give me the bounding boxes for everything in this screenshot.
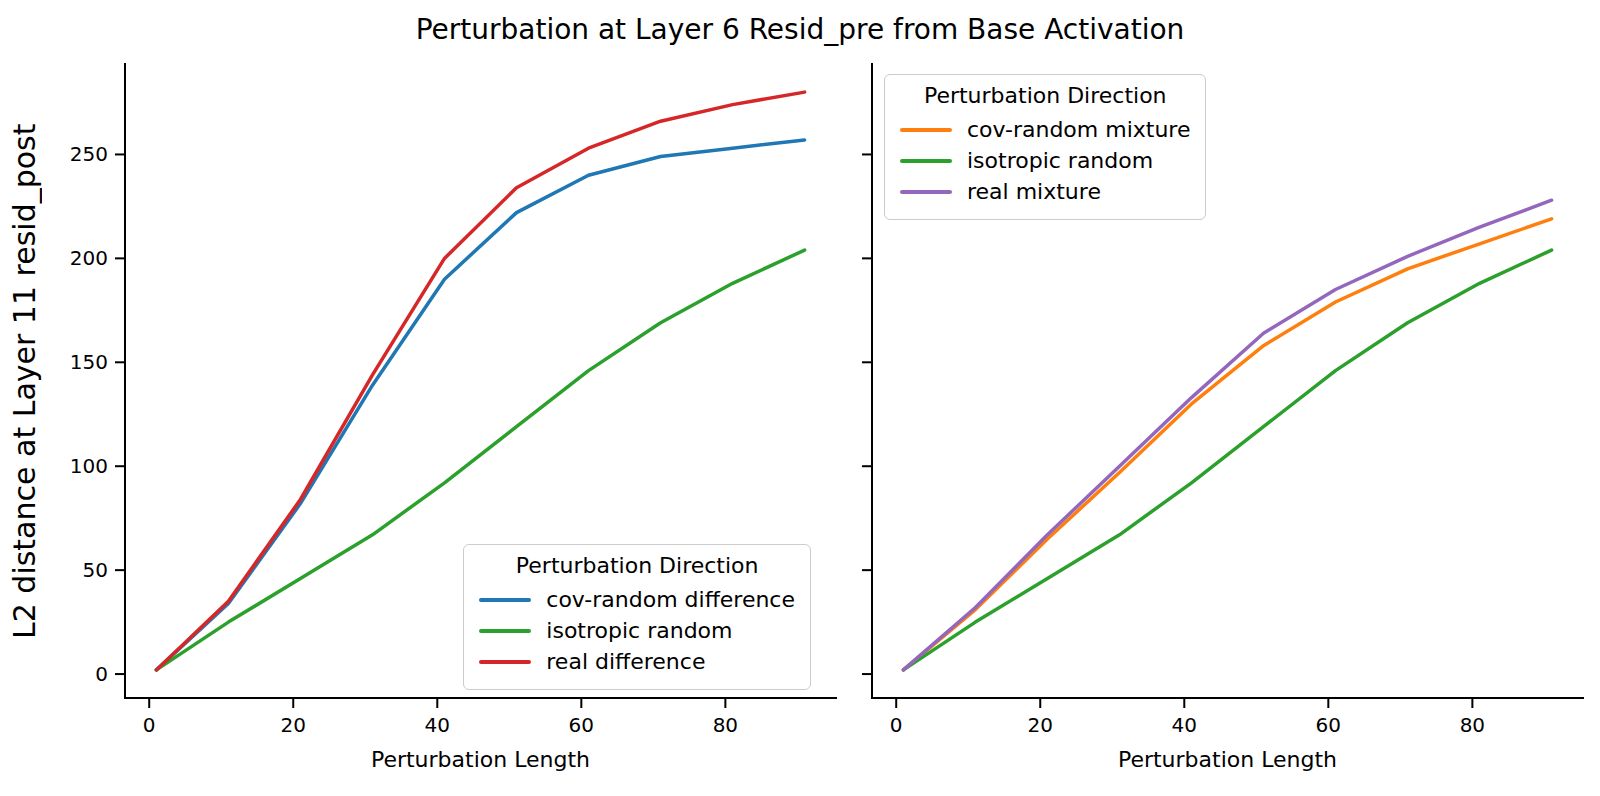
x-axis-label-left: Perturbation Length <box>124 747 837 772</box>
y-tick-label: 250 <box>52 142 108 166</box>
legend-item-isotropic-random: isotropic random <box>479 615 795 646</box>
y-axis-label: L2 distance at Layer 11 resid_post <box>2 63 46 699</box>
figure: Perturbation at Layer 6 Resid_pre from B… <box>0 0 1600 796</box>
x-tick-label: 80 <box>1460 713 1485 737</box>
legend-swatch-cov-random-difference <box>479 598 531 602</box>
right-plot: Perturbation Length 020406080Perturbatio… <box>871 63 1584 699</box>
series-line-isotropic-random <box>903 250 1551 670</box>
x-tick-label: 40 <box>425 713 450 737</box>
legend-label: isotropic random <box>967 148 1153 173</box>
legend-label: cov-random difference <box>546 587 795 612</box>
legend-swatch-real-difference <box>479 660 531 664</box>
x-tick-label: 40 <box>1172 713 1197 737</box>
legend-item-cov-random-mixture: cov-random mixture <box>900 114 1190 145</box>
legend-title: Perturbation Direction <box>900 83 1190 108</box>
legend-swatch-real-mixture <box>900 190 952 194</box>
y-tick-label: 0 <box>52 662 108 686</box>
series-line-real-mixture <box>903 200 1551 670</box>
x-tick-label: 20 <box>281 713 306 737</box>
legend-swatch-isotropic-random <box>479 629 531 633</box>
x-tick-label: 0 <box>890 713 903 737</box>
x-tick-label: 60 <box>1316 713 1341 737</box>
x-tick-label: 20 <box>1028 713 1053 737</box>
legend-label: real difference <box>546 649 705 674</box>
legend-label: real mixture <box>967 179 1101 204</box>
left-plot: L2 distance at Layer 11 resid_post Pertu… <box>124 63 837 699</box>
y-tick-label: 100 <box>52 454 108 478</box>
x-tick-label: 0 <box>143 713 156 737</box>
legend-title: Perturbation Direction <box>479 553 795 578</box>
legend-item-cov-random-difference: cov-random difference <box>479 584 795 615</box>
legend-swatch-isotropic-random <box>900 159 952 163</box>
legend-swatch-cov-random-mixture <box>900 128 952 132</box>
y-tick-label: 150 <box>52 350 108 374</box>
x-axis-label-right: Perturbation Length <box>871 747 1584 772</box>
y-tick-label: 50 <box>52 558 108 582</box>
x-tick-label: 80 <box>713 713 738 737</box>
legend-item-real-difference: real difference <box>479 646 795 677</box>
legend-label: cov-random mixture <box>967 117 1190 142</box>
legend-item-real-mixture: real mixture <box>900 176 1190 207</box>
y-tick-label: 200 <box>52 246 108 270</box>
legend-item-isotropic-random: isotropic random <box>900 145 1190 176</box>
series-line-cov-random-mixture <box>903 219 1551 670</box>
legend-right: Perturbation Direction cov-random mixture… <box>884 74 1206 220</box>
legend-label: isotropic random <box>546 618 732 643</box>
x-tick-label: 60 <box>569 713 594 737</box>
legend-left: Perturbation Direction cov-random differe… <box>463 544 811 690</box>
figure-title: Perturbation at Layer 6 Resid_pre from B… <box>0 13 1600 46</box>
